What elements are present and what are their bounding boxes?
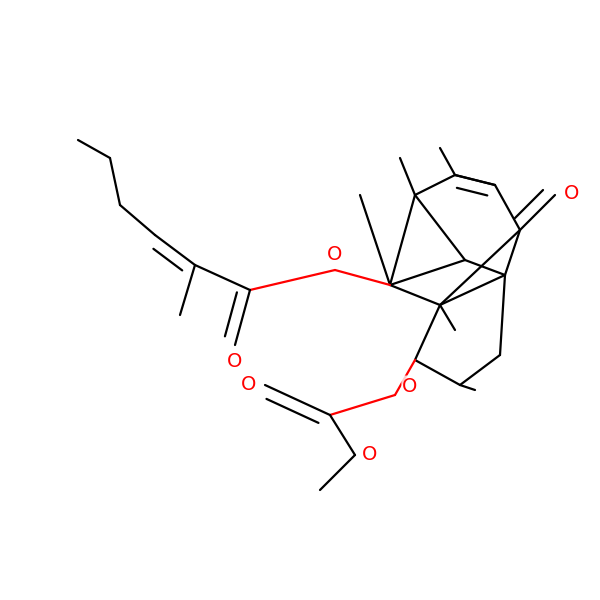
Text: O: O xyxy=(564,184,580,203)
Text: O: O xyxy=(227,352,242,371)
Text: O: O xyxy=(362,445,377,464)
Text: O: O xyxy=(328,245,343,265)
Text: O: O xyxy=(403,377,418,395)
Text: O: O xyxy=(241,376,256,395)
